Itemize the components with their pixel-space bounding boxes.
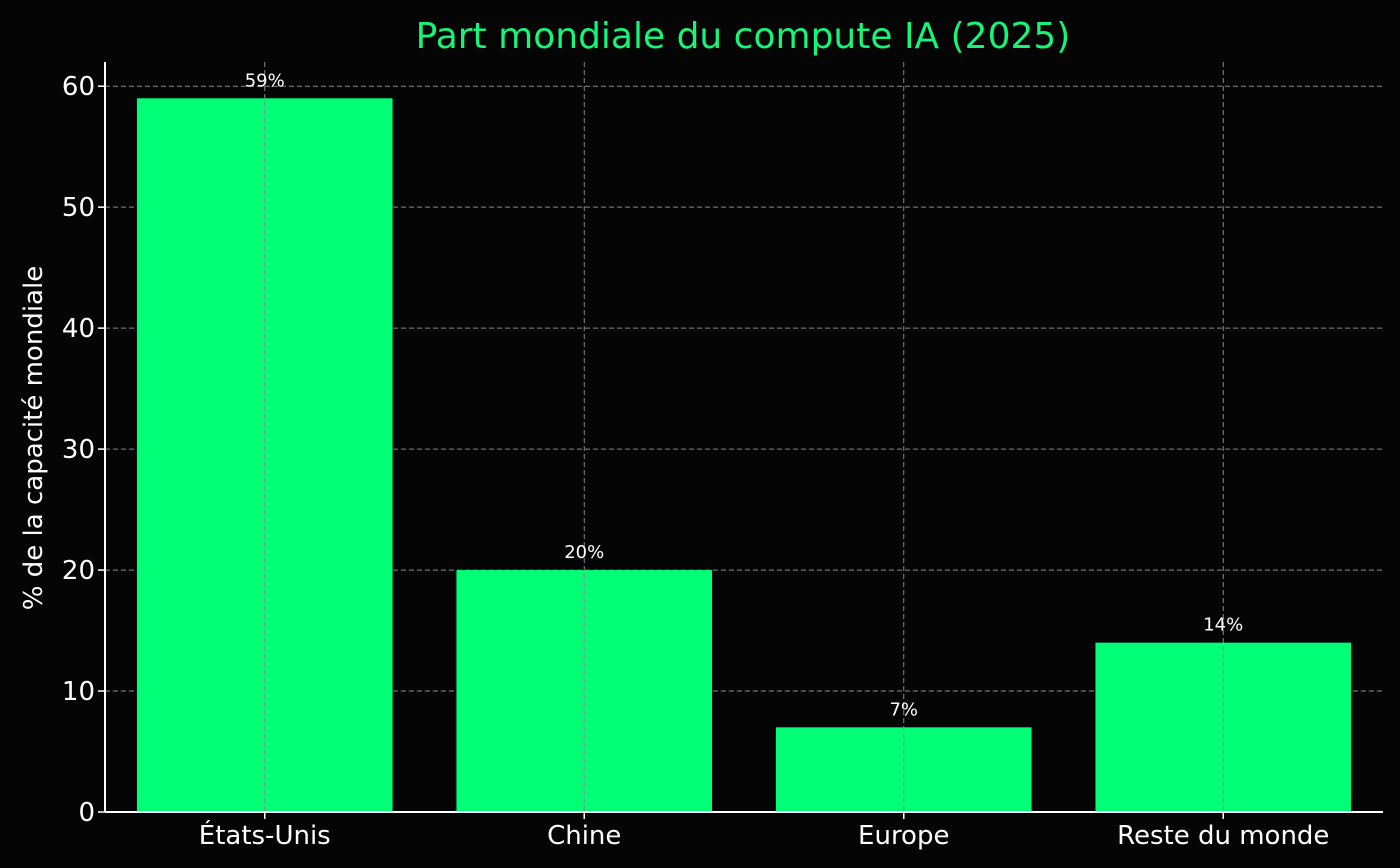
y-tick-label: 60 bbox=[62, 72, 95, 102]
y-tick-label: 40 bbox=[62, 314, 95, 344]
chart-title: Part mondiale du compute IA (2025) bbox=[416, 16, 1071, 57]
y-tick-label: 30 bbox=[62, 435, 95, 465]
x-tick-label: États-Unis bbox=[199, 819, 331, 851]
y-tick-label: 10 bbox=[62, 677, 95, 707]
grid-vertical-layer bbox=[264, 62, 1224, 812]
data-label: 7% bbox=[889, 699, 918, 720]
x-tick-label: Chine bbox=[547, 821, 621, 851]
data-label: 59% bbox=[245, 70, 285, 91]
x-tick-label: Europe bbox=[858, 821, 949, 851]
y-tick-label: 50 bbox=[62, 193, 95, 223]
axis-layer bbox=[98, 62, 1383, 819]
data-label: 14% bbox=[1203, 615, 1243, 636]
data-label: 20% bbox=[564, 542, 604, 563]
y-axis-label: % de la capacité mondiale bbox=[19, 266, 49, 610]
y-tick-label: 20 bbox=[62, 556, 95, 586]
label-layer: 0 10 20 30 40 50 60 États-Unis 59% Chine 20% Europe… bbox=[62, 70, 1330, 851]
x-tick-label: Reste du monde bbox=[1117, 821, 1329, 851]
y-tick-label: 0 bbox=[78, 798, 95, 828]
